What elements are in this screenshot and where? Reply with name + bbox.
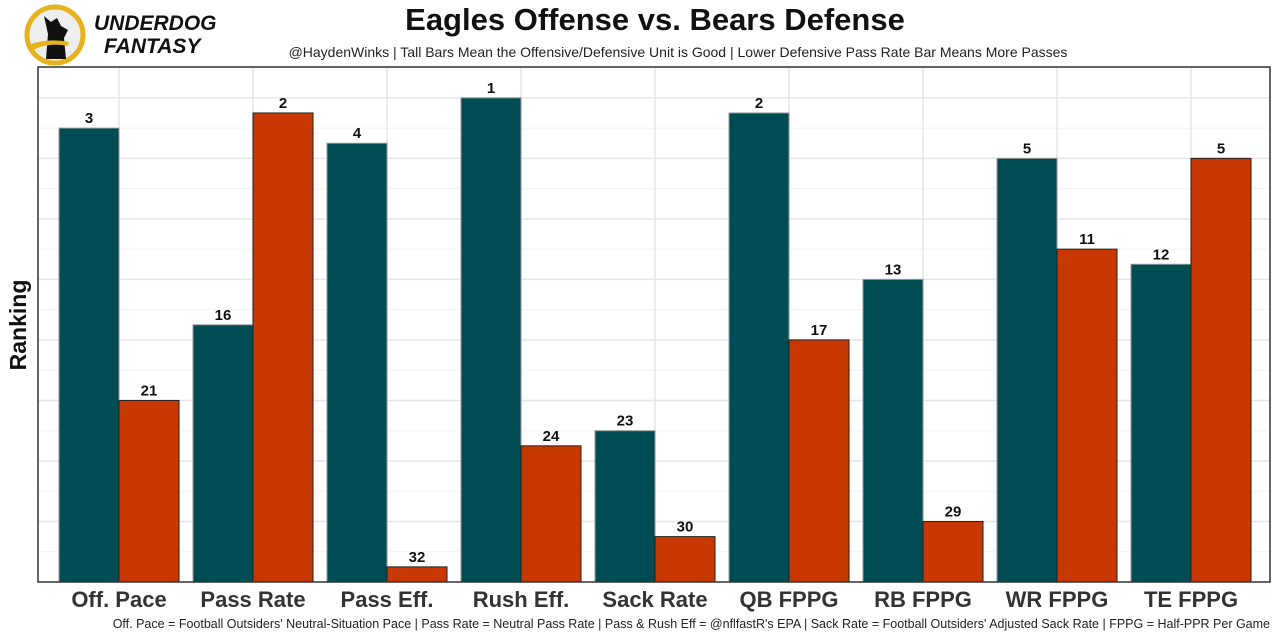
bar-value-label: 30 bbox=[677, 519, 694, 536]
bar-offense bbox=[728, 112, 790, 583]
bar-defense bbox=[1056, 248, 1118, 583]
bar-value-label: 24 bbox=[543, 428, 560, 445]
bar-offense bbox=[192, 324, 254, 583]
bar-defense bbox=[654, 536, 716, 583]
bar-defense bbox=[788, 339, 850, 583]
bar-value-label: 11 bbox=[1079, 231, 1095, 248]
bar-value-label: 13 bbox=[885, 261, 902, 278]
bar-offense bbox=[594, 430, 656, 583]
dog-logo-icon bbox=[24, 4, 86, 66]
x-tick-label: QB FPPG bbox=[739, 587, 838, 612]
bar-defense bbox=[252, 112, 314, 583]
logo-line1: UNDERDOG bbox=[94, 12, 217, 35]
chart-title: Eagles Offense vs. Bears Defense bbox=[405, 2, 905, 37]
x-tick-label: Pass Eff. bbox=[341, 587, 434, 612]
bar-value-label: 21 bbox=[141, 382, 158, 399]
plot-border bbox=[37, 66, 1271, 583]
bar-value-label: 17 bbox=[811, 322, 828, 339]
bar-defense bbox=[1190, 157, 1252, 583]
bar-offense bbox=[460, 97, 522, 583]
bar-offense bbox=[862, 278, 924, 583]
x-tick-label: Rush Eff. bbox=[473, 587, 570, 612]
bar-value-label: 5 bbox=[1023, 140, 1031, 157]
x-tick-label: RB FPPG bbox=[874, 587, 972, 612]
underdog-fantasy-logo: UNDERDOG FANTASY bbox=[24, 4, 244, 66]
bar-value-label: 23 bbox=[617, 413, 634, 430]
bar-value-label: 2 bbox=[755, 95, 763, 112]
bar-offense bbox=[326, 142, 388, 583]
bar-value-label: 2 bbox=[279, 95, 287, 112]
bar-value-label: 5 bbox=[1217, 140, 1225, 157]
bar-value-label: 16 bbox=[215, 307, 232, 324]
x-tick-label: Off. Pace bbox=[71, 587, 166, 612]
x-tick-label: Pass Rate bbox=[200, 587, 305, 612]
bar-value-label: 12 bbox=[1153, 246, 1170, 263]
bar-value-label: 29 bbox=[945, 503, 962, 520]
bar-value-label: 32 bbox=[409, 549, 426, 566]
bar-offense bbox=[996, 157, 1058, 583]
bar-value-label: 4 bbox=[353, 125, 362, 142]
chart-caption: Off. Pace = Football Outsiders' Neutral-… bbox=[112, 617, 1270, 631]
bar-defense bbox=[118, 399, 180, 583]
bar-defense bbox=[386, 566, 448, 583]
x-tick-label: WR FPPG bbox=[1006, 587, 1109, 612]
bar-defense bbox=[520, 445, 582, 583]
y-axis-label: Ranking bbox=[5, 280, 31, 371]
x-tick-label: Sack Rate bbox=[602, 587, 707, 612]
bar-value-label: 3 bbox=[85, 110, 93, 127]
bar-offense bbox=[1130, 263, 1192, 583]
bar-defense bbox=[922, 520, 984, 583]
logo-line2: FANTASY bbox=[104, 35, 201, 58]
chart-subtitle: @HaydenWinks | Tall Bars Mean the Offens… bbox=[288, 44, 1068, 60]
bar-value-label: 1 bbox=[487, 80, 495, 97]
x-tick-label: TE FPPG bbox=[1144, 587, 1238, 612]
bar-offense bbox=[58, 127, 120, 583]
